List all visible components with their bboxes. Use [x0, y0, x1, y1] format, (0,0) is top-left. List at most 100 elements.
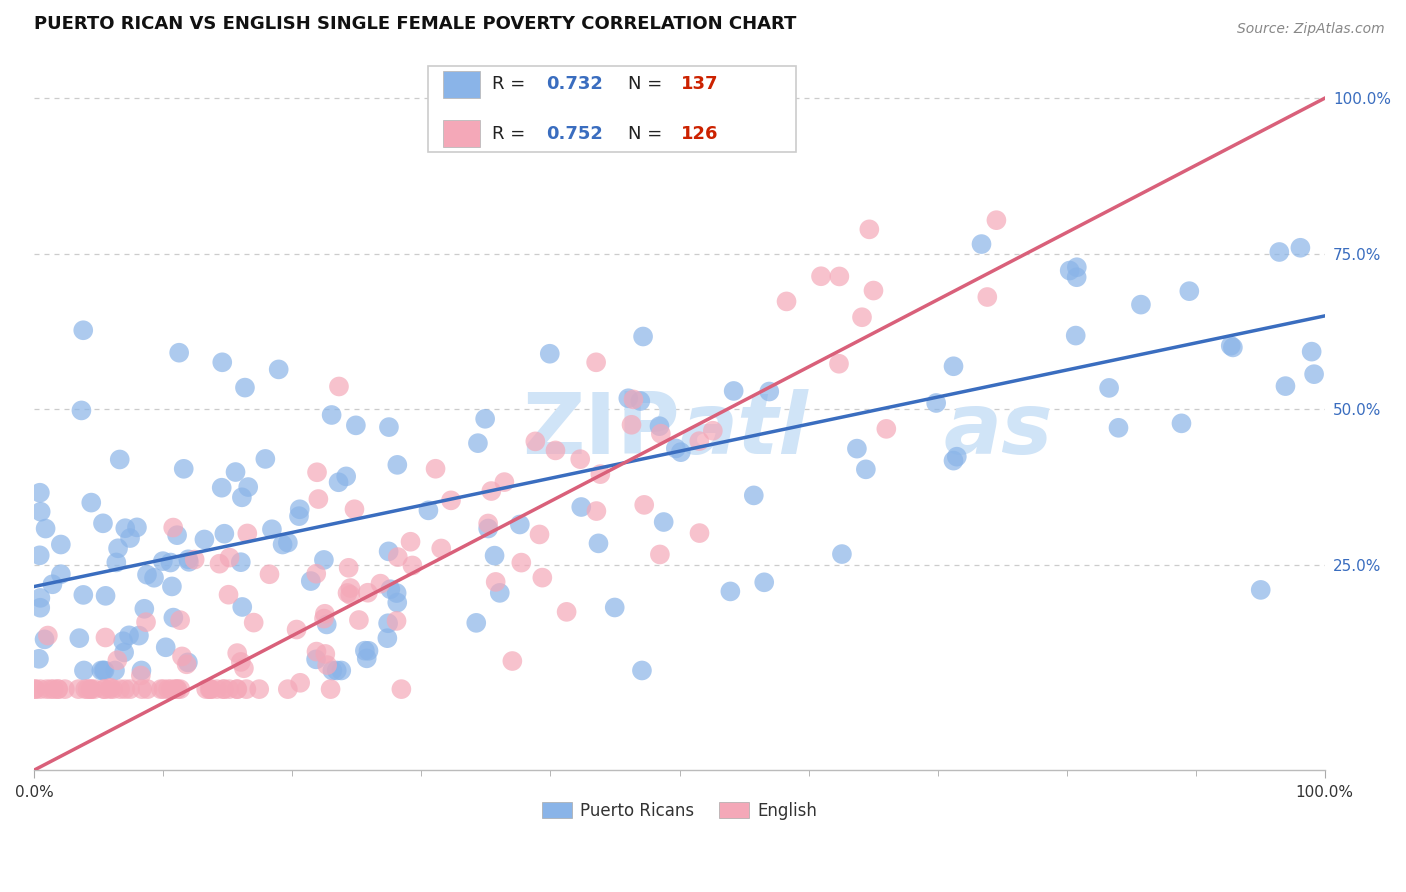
Point: [218, 588, 240, 602]
Point: [620, 417, 643, 432]
Point: [555, 605, 578, 619]
Point: [152, 554, 174, 568]
Point: [169, 682, 191, 697]
Point: [112, 634, 135, 648]
Point: [108, 682, 131, 697]
Point: [430, 541, 453, 556]
Point: [198, 682, 221, 697]
Point: [177, 555, 200, 569]
Point: [285, 623, 308, 637]
Point: [162, 520, 184, 534]
Point: [314, 607, 336, 621]
Point: [357, 644, 380, 658]
Point: [305, 566, 328, 581]
Point: [173, 462, 195, 476]
Text: 137: 137: [681, 75, 718, 94]
Point: [93, 664, 115, 678]
Point: [851, 310, 873, 325]
Point: [277, 682, 299, 697]
Point: [34, 632, 56, 647]
Point: [135, 615, 157, 629]
Point: [343, 502, 366, 516]
Point: [845, 442, 868, 456]
Point: [501, 654, 523, 668]
Point: [238, 480, 260, 494]
Point: [288, 675, 311, 690]
Point: [98, 682, 121, 697]
Point: [321, 408, 343, 422]
Point: [1219, 339, 1241, 353]
Point: [585, 355, 607, 369]
Point: [42, 682, 65, 697]
Point: [1059, 263, 1081, 277]
Point: [46, 682, 69, 697]
Point: [485, 574, 508, 589]
Point: [529, 527, 551, 541]
Point: [232, 661, 254, 675]
Point: [440, 493, 463, 508]
Point: [131, 664, 153, 678]
Point: [588, 536, 610, 550]
Point: [156, 682, 179, 697]
Point: [93, 682, 115, 697]
Point: [134, 601, 156, 615]
Point: [986, 213, 1008, 227]
Point: [862, 284, 884, 298]
Point: [226, 682, 249, 697]
Point: [94, 631, 117, 645]
Text: N =: N =: [628, 75, 668, 94]
Point: [1170, 417, 1192, 431]
Point: [259, 567, 281, 582]
Point: [218, 682, 240, 697]
Point: [254, 451, 277, 466]
Point: [312, 611, 335, 625]
Point: [831, 547, 853, 561]
Text: 0.732: 0.732: [547, 75, 603, 94]
Point: [195, 682, 218, 697]
Point: [316, 658, 339, 673]
Point: [1250, 582, 1272, 597]
Point: [336, 586, 359, 600]
Point: [509, 517, 531, 532]
Point: [387, 550, 409, 565]
Point: [1301, 344, 1323, 359]
Point: [30, 600, 52, 615]
Point: [70, 403, 93, 417]
Point: [347, 613, 370, 627]
Point: [401, 558, 423, 573]
Point: [236, 526, 259, 541]
Point: [305, 644, 328, 658]
Text: Source: ZipAtlas.com: Source: ZipAtlas.com: [1237, 22, 1385, 37]
Point: [479, 483, 502, 498]
Point: [211, 355, 233, 369]
Point: [925, 396, 948, 410]
Point: [30, 505, 52, 519]
Point: [467, 436, 489, 450]
Point: [942, 453, 965, 467]
Point: [166, 528, 188, 542]
Point: [652, 515, 675, 529]
Point: [28, 652, 51, 666]
Point: [702, 424, 724, 438]
Point: [103, 682, 125, 697]
Point: [315, 617, 337, 632]
Point: [1129, 297, 1152, 311]
Point: [200, 682, 222, 697]
Point: [170, 649, 193, 664]
Point: [399, 534, 422, 549]
Point: [37, 628, 59, 642]
Point: [107, 541, 129, 556]
Point: [233, 381, 256, 395]
Point: [389, 682, 412, 697]
Point: [24, 682, 46, 697]
Point: [385, 614, 408, 628]
Point: [1289, 241, 1312, 255]
Point: [114, 682, 136, 697]
Point: [689, 526, 711, 541]
Point: [494, 475, 516, 489]
Point: [105, 653, 128, 667]
Point: [163, 682, 186, 697]
Point: [218, 550, 240, 565]
Point: [152, 682, 174, 697]
Point: [83, 682, 105, 697]
